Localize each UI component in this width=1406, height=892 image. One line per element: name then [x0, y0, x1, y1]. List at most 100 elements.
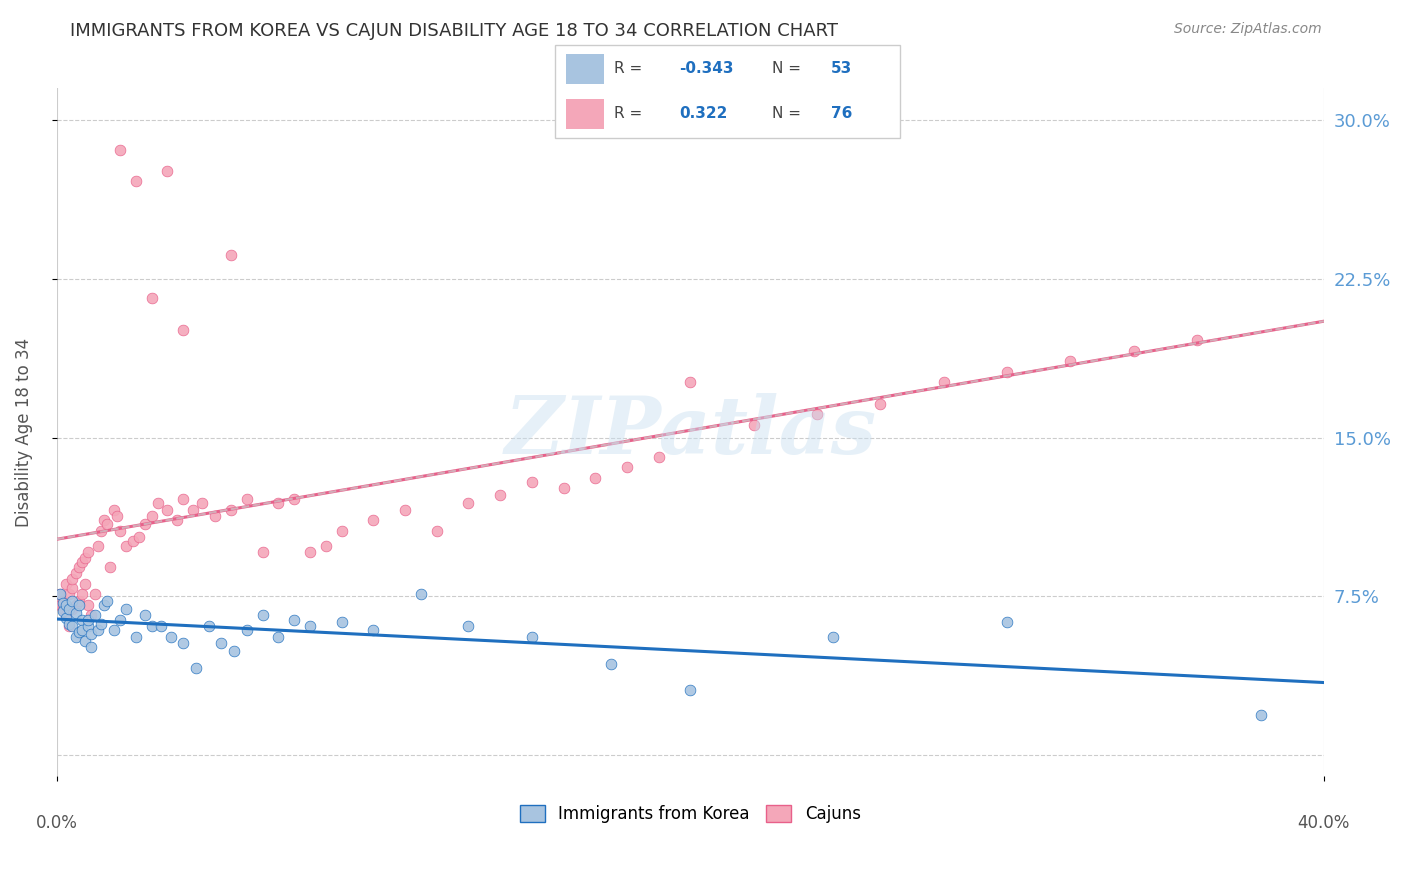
- Point: [67, 559, 90, 574]
- Point: [141, 508, 163, 523]
- Point: [62, 581, 84, 595]
- Point: [77, 545, 100, 559]
- Point: [394, 502, 416, 516]
- Text: ZIPatlas: ZIPatlas: [505, 393, 876, 471]
- Point: [583, 471, 606, 485]
- Point: [96, 593, 118, 607]
- Point: [267, 630, 290, 644]
- Point: [181, 502, 204, 516]
- Point: [283, 491, 305, 506]
- Point: [128, 530, 150, 544]
- Point: [267, 496, 290, 510]
- Point: [103, 502, 125, 516]
- Point: [62, 619, 84, 633]
- Point: [141, 291, 163, 305]
- Point: [67, 625, 90, 640]
- Point: [363, 624, 385, 638]
- Point: [105, 508, 128, 523]
- Point: [87, 624, 110, 638]
- Text: N =: N =: [772, 62, 806, 77]
- Point: [65, 630, 87, 644]
- Point: [90, 616, 112, 631]
- Point: [156, 502, 179, 516]
- Point: [742, 417, 765, 432]
- Point: [299, 619, 322, 633]
- Point: [108, 524, 131, 538]
- Y-axis label: Disability Age 18 to 34: Disability Age 18 to 34: [15, 338, 32, 527]
- Text: 0.322: 0.322: [679, 106, 728, 121]
- Point: [70, 556, 93, 570]
- Point: [330, 615, 353, 629]
- Point: [679, 376, 702, 390]
- Text: 40.0%: 40.0%: [1298, 814, 1350, 832]
- Point: [55, 576, 77, 591]
- Point: [52, 604, 75, 618]
- Point: [70, 613, 93, 627]
- Point: [426, 524, 449, 538]
- Point: [172, 636, 194, 650]
- Point: [65, 566, 87, 580]
- Point: [96, 517, 118, 532]
- Point: [457, 619, 479, 633]
- Point: [58, 616, 80, 631]
- Point: [67, 598, 90, 612]
- Point: [55, 598, 77, 612]
- Point: [600, 657, 623, 672]
- Point: [67, 593, 90, 607]
- Point: [77, 613, 100, 627]
- Point: [166, 513, 188, 527]
- Point: [80, 608, 103, 623]
- Text: IMMIGRANTS FROM KOREA VS CAJUN DISABILITY AGE 18 TO 34 CORRELATION CHART: IMMIGRANTS FROM KOREA VS CAJUN DISABILIT…: [70, 22, 838, 40]
- Point: [1122, 343, 1144, 358]
- Point: [75, 551, 97, 566]
- Point: [115, 539, 138, 553]
- Point: [77, 598, 100, 612]
- Point: [141, 619, 163, 633]
- Point: [55, 610, 77, 624]
- FancyBboxPatch shape: [565, 54, 603, 84]
- Point: [90, 524, 112, 538]
- Point: [75, 576, 97, 591]
- Text: R =: R =: [614, 62, 647, 77]
- Point: [115, 602, 138, 616]
- Point: [65, 607, 87, 621]
- Point: [52, 593, 75, 607]
- Point: [995, 615, 1018, 629]
- Point: [52, 596, 75, 610]
- Point: [869, 397, 891, 411]
- Point: [457, 496, 479, 510]
- Point: [209, 636, 232, 650]
- Text: 0.0%: 0.0%: [35, 814, 77, 832]
- Point: [520, 475, 543, 489]
- Point: [363, 513, 385, 527]
- Point: [62, 593, 84, 607]
- Point: [70, 587, 93, 601]
- Point: [49, 587, 72, 601]
- Point: [58, 619, 80, 633]
- Point: [125, 174, 148, 188]
- Point: [219, 502, 242, 516]
- Point: [489, 488, 512, 502]
- Point: [49, 598, 72, 612]
- Text: 76: 76: [831, 106, 852, 121]
- Point: [62, 573, 84, 587]
- Point: [150, 619, 173, 633]
- Point: [235, 624, 257, 638]
- Text: 53: 53: [831, 62, 852, 77]
- Point: [58, 587, 80, 601]
- Point: [184, 661, 207, 675]
- Point: [1059, 354, 1081, 368]
- FancyBboxPatch shape: [565, 99, 603, 129]
- Point: [121, 534, 143, 549]
- Point: [283, 613, 305, 627]
- Text: Source: ZipAtlas.com: Source: ZipAtlas.com: [1174, 22, 1322, 37]
- Point: [55, 608, 77, 623]
- Point: [83, 587, 105, 601]
- Text: N =: N =: [772, 106, 806, 121]
- Point: [222, 644, 245, 658]
- Point: [409, 587, 432, 601]
- Point: [108, 613, 131, 627]
- Point: [821, 630, 844, 644]
- Point: [52, 602, 75, 616]
- Point: [1250, 708, 1272, 723]
